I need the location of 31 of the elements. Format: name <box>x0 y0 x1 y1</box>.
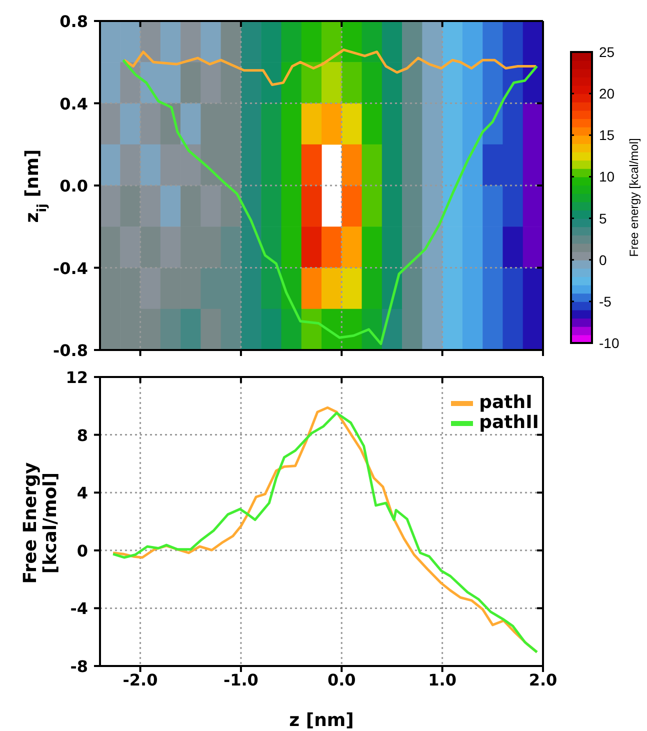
y-tick-label: -8 <box>70 657 88 676</box>
color-bar-title: Free energy [kcal/mol] <box>627 138 641 257</box>
color-bar-label: 25 <box>599 44 615 60</box>
y-axis-title: Free Energy [kcal/mol] <box>20 462 61 584</box>
x-axis-title: z [nm] <box>289 710 354 731</box>
y-tick-label: 0.8 <box>60 12 88 31</box>
y-tick-label: 0.4 <box>60 94 88 114</box>
color-bar-label: 10 <box>599 168 615 185</box>
x-tick-label: 0.0 <box>327 670 356 690</box>
y-tick-label: 0 <box>76 541 88 560</box>
y-tick-label: -4 <box>70 599 88 618</box>
y-tick-label: 0.0 <box>60 176 88 196</box>
y-tick-label: 12 <box>66 368 88 387</box>
y-tick-label: -0.8 <box>53 341 88 360</box>
y-tick-label: 4 <box>76 484 88 503</box>
color-bar-label: 0 <box>599 252 607 268</box>
y-tick-label: -0.4 <box>53 258 88 278</box>
color-bar-label: 15 <box>599 127 615 144</box>
color-bar-label: -5 <box>599 293 612 310</box>
color-bar-label: 5 <box>599 210 607 226</box>
legend-label: pathI <box>479 392 532 413</box>
color-bar-label: 20 <box>599 86 615 102</box>
y-tick-label: 8 <box>76 426 88 445</box>
x-tick-label: -1.0 <box>223 670 258 690</box>
x-tick-label: -2.0 <box>122 670 158 690</box>
color-bar-label: -10 <box>599 335 620 351</box>
line-series <box>122 48 538 86</box>
legend-label: pathII <box>479 412 539 433</box>
x-tick-label: 2.0 <box>528 670 558 690</box>
line-series <box>122 58 538 346</box>
x-tick-label: 1.0 <box>428 670 456 690</box>
